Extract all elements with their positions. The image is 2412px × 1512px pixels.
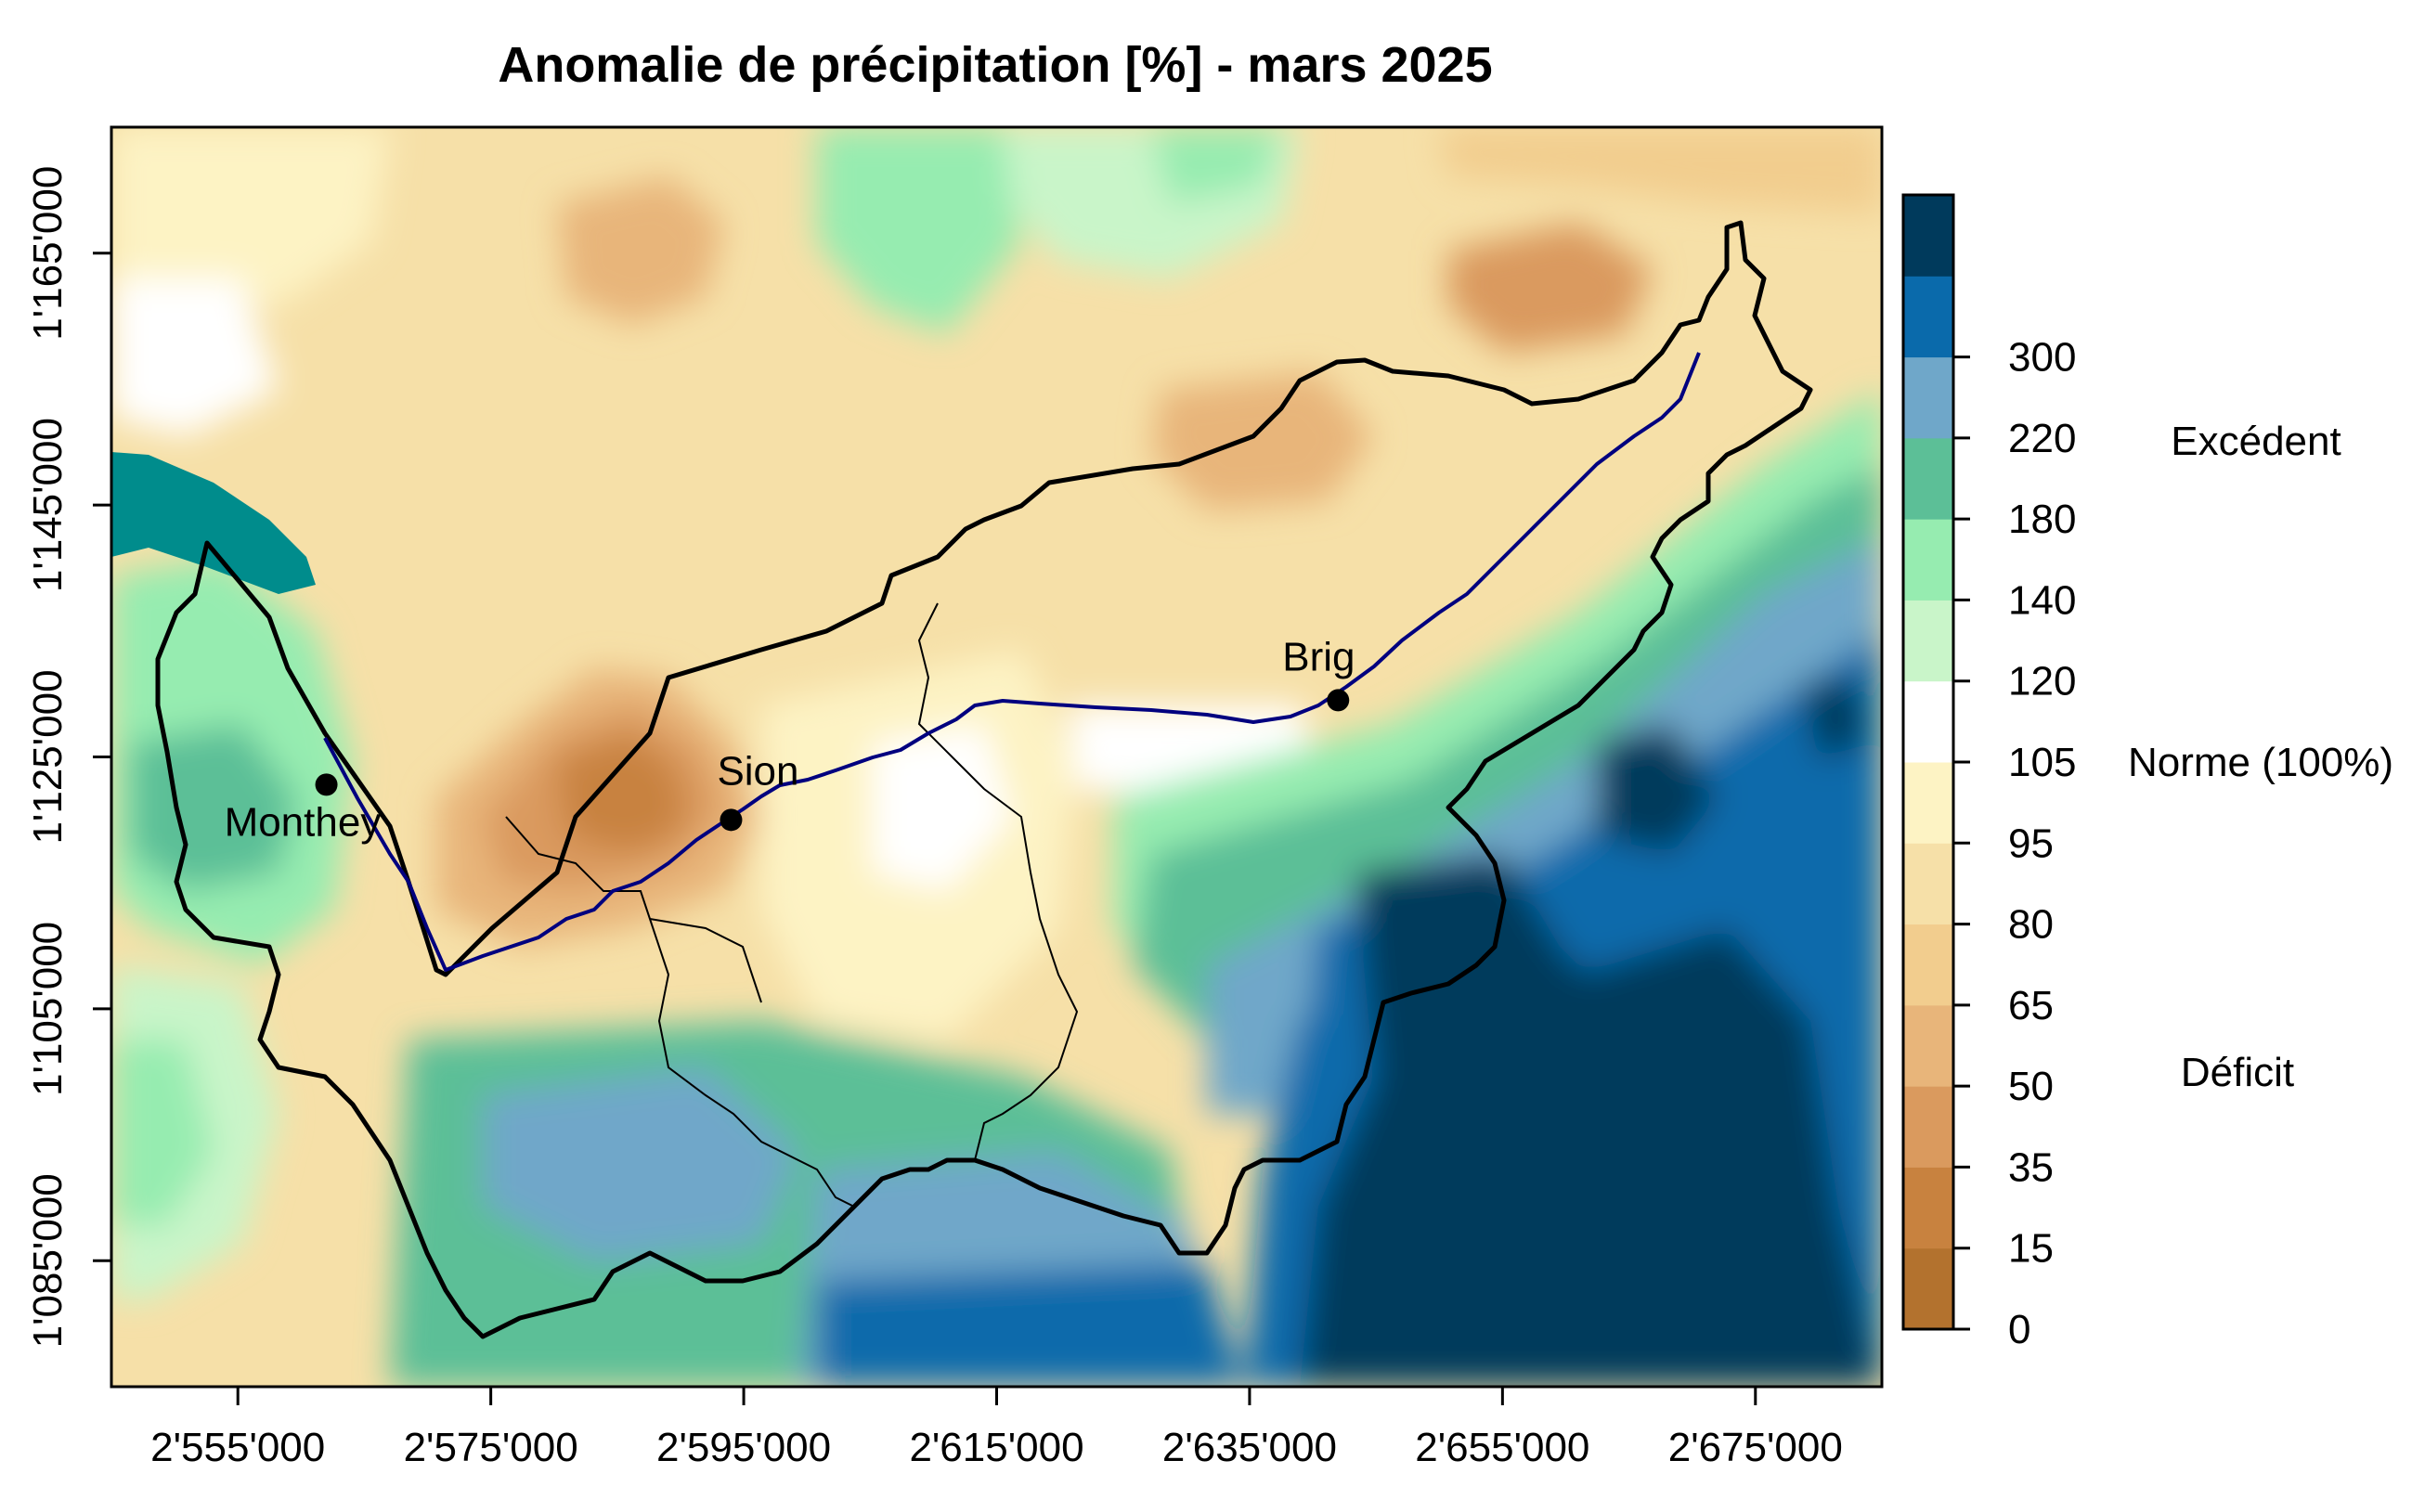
- color-legend: 0 15 35 50 65 80 95 105 120 140 180 220 300: [1901, 193, 2076, 1352]
- x-tick-label: 2'655'000: [1415, 1425, 1589, 1470]
- legend-tick-label: 15: [2008, 1226, 2054, 1272]
- legend-excess-label: Excédent: [2171, 419, 2341, 464]
- legend-swatch: [1903, 519, 1953, 601]
- x-tick-label: 2'555'000: [150, 1425, 325, 1470]
- x-tick-label: 2'675'000: [1668, 1425, 1843, 1470]
- legend-tick-label: 180: [2008, 497, 2076, 542]
- y-tick-label: 1'145'000: [25, 418, 71, 592]
- legend-tick-label: 80: [2008, 902, 2054, 948]
- legend-tick-label: 300: [2008, 335, 2076, 381]
- y-tick-label: 1'125'000: [25, 669, 71, 844]
- legend-swatch: [1903, 600, 1953, 682]
- anomaly-raster: [111, 127, 1882, 1387]
- city-dot: [315, 773, 338, 796]
- x-tick-label: 2'615'000: [909, 1425, 1083, 1470]
- legend-tick-label: 120: [2008, 659, 2076, 704]
- city-label: Brig: [1282, 634, 1355, 679]
- city-label: Sion: [717, 748, 798, 794]
- legend-swatch: [1903, 1004, 1953, 1087]
- city-dot: [720, 808, 743, 832]
- legend-normal-label: Norme (100%): [2128, 740, 2393, 785]
- legend-swatch: [1903, 843, 1953, 925]
- legend-tick-label: 105: [2008, 740, 2076, 785]
- legend-tick-label: 65: [2008, 983, 2054, 1028]
- legend-tick-label: 140: [2008, 577, 2076, 623]
- legend-deficit-label: Déficit: [2181, 1050, 2294, 1095]
- legend-tick-label: 95: [2008, 821, 2054, 866]
- canton-border: [155, 220, 1813, 1339]
- x-tick-label: 2'635'000: [1162, 1425, 1337, 1470]
- legend-swatch: [1903, 437, 1953, 520]
- legend-swatch: [1903, 1247, 1953, 1330]
- district-boundaries: [505, 602, 1079, 1208]
- y-tick-label: 1'105'000: [25, 922, 71, 1096]
- legend-swatch: [1903, 1086, 1953, 1168]
- legend-swatch: [1903, 1167, 1953, 1249]
- legend-tick-label: 50: [2008, 1064, 2054, 1109]
- legend-swatch: [1903, 276, 1953, 358]
- city-dot: [1327, 689, 1350, 712]
- legend-swatch: [1903, 924, 1953, 1006]
- legend-swatch: [1903, 762, 1953, 844]
- y-axis: 1'085'000 1'105'000 1'125'000 1'145'000 1'16…: [25, 166, 111, 1348]
- city-label: Monthey: [225, 799, 382, 845]
- map-title: Anomalie de précipitation [%] - mars 202…: [498, 37, 1492, 93]
- x-tick-label: 2'595'000: [656, 1425, 831, 1470]
- legend-swatch: [1903, 680, 1953, 763]
- legend-swatch: [1903, 195, 1953, 277]
- legend-tick-label: 220: [2008, 416, 2076, 461]
- rhone-river: [323, 352, 1701, 972]
- x-axis: 2'555'000 2'575'000 2'595'000 2'615'000 2'63…: [150, 1387, 1843, 1470]
- legend-tick-label: 35: [2008, 1144, 2054, 1190]
- y-tick-label: 1'085'000: [25, 1173, 71, 1348]
- x-tick-label: 2'575'000: [404, 1425, 578, 1470]
- city-markers: Monthey Sion Brig: [225, 634, 1355, 845]
- legend-swatch: [1903, 356, 1953, 439]
- legend-tick-label: 0: [2008, 1307, 2030, 1352]
- y-tick-label: 1'165'000: [25, 166, 71, 341]
